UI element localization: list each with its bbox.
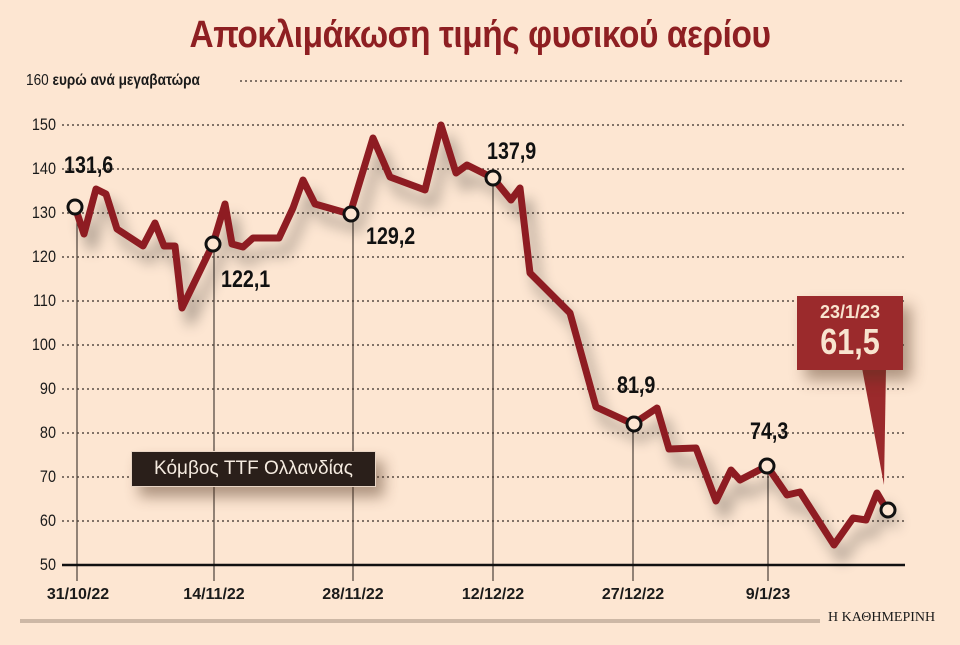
callout-value: 61,5	[820, 321, 880, 362]
x-tick-label: 28/11/22	[322, 586, 384, 603]
data-point-markers	[66, 169, 897, 519]
y-tick-90: 90	[39, 379, 56, 398]
x-tick-label: 14/11/22	[183, 586, 245, 603]
gridlines	[62, 80, 905, 522]
x-tick-label: 12/12/22	[461, 586, 525, 603]
y-axis-label: ευρώ ανά μεγαβατώρα	[52, 72, 200, 89]
y-tick-160: 160	[26, 72, 49, 89]
value-label: 137,9	[487, 138, 537, 165]
y-tick-50: 50	[39, 555, 56, 574]
value-label: 131,6	[64, 152, 114, 179]
y-tick-120: 120	[31, 247, 56, 266]
price-line	[71, 121, 891, 549]
y-axis-unit: 160 ευρώ ανά μεγαβατώρα	[26, 72, 200, 90]
value-label: 74,3	[750, 418, 789, 445]
callout-date: 23/1/23	[819, 302, 881, 322]
value-label: 81,9	[617, 372, 656, 399]
value-label: 129,2	[366, 223, 416, 250]
y-tick-140: 140	[31, 159, 56, 178]
y-tick-100: 100	[31, 335, 56, 354]
latest-value-callout: 23/1/23 61,5	[797, 296, 903, 370]
y-tick-60: 60	[39, 511, 56, 530]
drop-lines	[76, 180, 769, 581]
source-credit: Η ΚΑΘΗΜΕΡΙΝΗ	[828, 610, 936, 625]
y-tick-130: 130	[31, 203, 56, 222]
x-tick-label: 9/1/23	[745, 586, 791, 603]
y-tick-110: 110	[32, 291, 56, 310]
x-tick-label: 31/10/22	[46, 586, 110, 603]
y-tick-150: 150	[31, 115, 56, 134]
footer-rule	[340, 619, 820, 623]
value-label: 122,1	[221, 266, 271, 293]
footer-rule	[20, 619, 340, 623]
y-tick-70: 70	[39, 467, 56, 486]
callout-pointer	[862, 368, 886, 485]
chart-title: Αποκλιμάκωση τιμής φυσικού αερίου	[189, 14, 771, 56]
y-tick-80: 80	[39, 423, 56, 442]
x-tick-label: 27/12/22	[601, 586, 665, 603]
legend-box: Κόμβος TTF Ολλανδίας	[131, 451, 376, 487]
